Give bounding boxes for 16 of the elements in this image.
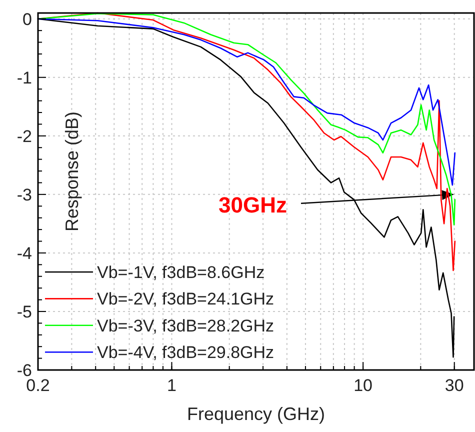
y-tick-label: -4 xyxy=(16,244,32,263)
y-tick-label: -2 xyxy=(16,126,32,146)
y-tick-label: 0 xyxy=(22,10,32,29)
x-tick-label: 1 xyxy=(167,376,176,395)
y-tick-label: -1 xyxy=(16,68,32,88)
legend-label: Vb=-2V, f3dB=24.1GHz xyxy=(97,290,274,309)
x-tick-label: 30 xyxy=(444,376,464,395)
annotation: 30GHz xyxy=(218,192,287,218)
legend-label: Vb=-1V, f3dB=8.6GHz xyxy=(97,262,265,282)
y-tick-label: -5 xyxy=(16,302,32,322)
y-tick-label: -3 xyxy=(16,185,32,204)
x-tick-label: 10 xyxy=(354,376,373,395)
y-axis-title: Response (dB) xyxy=(62,111,82,232)
legend-label: Vb=-4V, f3dB=29.8GHz xyxy=(97,343,274,362)
legend-label: Vb=-3V, f3dB=28.2GHz xyxy=(97,316,274,336)
x-axis-title: Frequency (GHz) xyxy=(186,404,326,424)
